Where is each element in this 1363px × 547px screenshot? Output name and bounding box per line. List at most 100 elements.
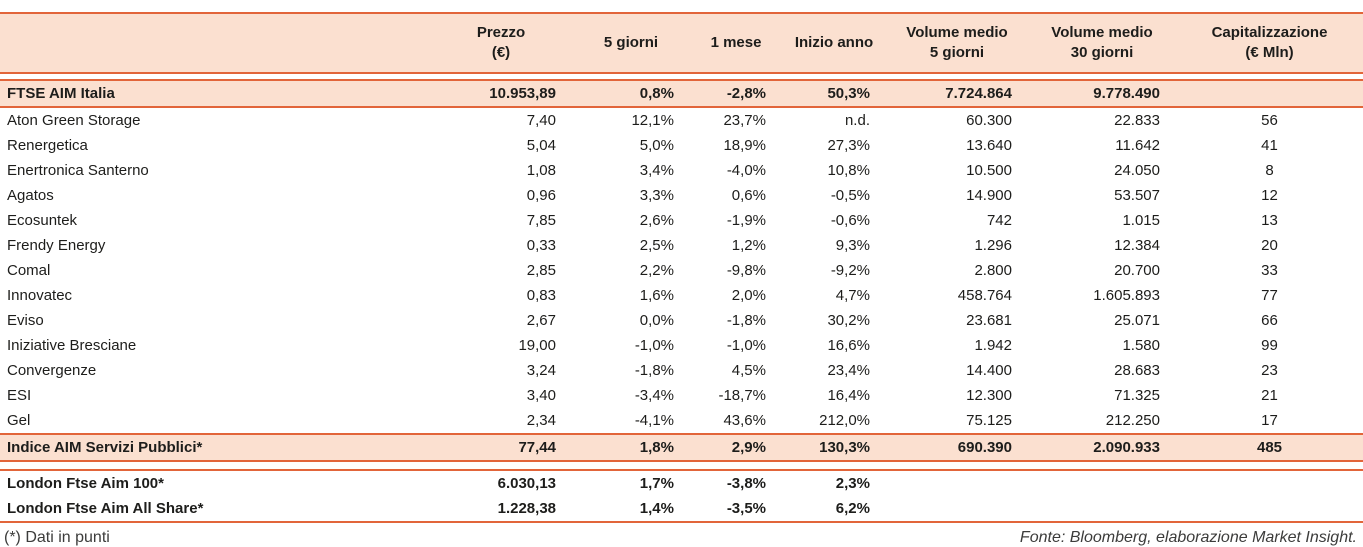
row-label: Innovatec	[7, 287, 73, 304]
value-cell: 0,6%	[731, 187, 766, 204]
value-cell: -3,5%	[690, 496, 782, 523]
value-cell: -1,0%	[634, 337, 674, 354]
value-cell: 7,40	[526, 112, 556, 129]
value-cell: -9,8%	[726, 262, 766, 279]
row-label: Agatos	[7, 187, 54, 204]
value-cell: -0,6%	[830, 212, 870, 229]
column-header: Prezzo (€)	[430, 12, 572, 74]
value-cell: 14.900	[966, 187, 1012, 204]
spacer	[0, 73, 1363, 80]
value-cell: 9.778.490	[1028, 79, 1176, 108]
value-cell: 12.300	[966, 387, 1012, 404]
value-cell: 71.325	[1114, 387, 1160, 404]
value-cell: 27,3%	[827, 137, 870, 154]
row-label: Convergenze	[7, 362, 97, 379]
table-row: Convergenze 3,24 -1,8% 4,5% 23,4% 14.400 28.68…	[0, 358, 1363, 383]
value-cell: 12,1%	[631, 112, 674, 129]
value-cell: 21	[1261, 387, 1278, 404]
value-cell: n.d.	[844, 112, 870, 129]
value-cell: 10.500	[966, 162, 1012, 179]
table-row: Aton Green Storage 7,40 12,1% 23,7% n.d. 60.3…	[0, 107, 1363, 133]
table-row: London Ftse Aim 100* 6.030,13 1,7% -3,8% 2,3…	[0, 469, 1363, 496]
value-cell: 1,7%	[572, 469, 690, 496]
value-cell: 24.050	[1114, 162, 1160, 179]
value-cell: 23	[1261, 362, 1278, 379]
source-note: Fonte: Bloomberg, elaborazione Market In…	[1019, 529, 1357, 546]
value-cell	[886, 496, 1028, 523]
value-cell: 14.400	[966, 362, 1012, 379]
value-cell: 1.015	[1122, 212, 1160, 229]
value-cell: 43,6%	[723, 412, 766, 429]
value-cell: 1.296	[974, 237, 1012, 254]
column-header: Capitalizzazione (€ Mln)	[1176, 12, 1363, 74]
row-label: ESI	[7, 387, 32, 404]
value-cell: -1,0%	[726, 337, 766, 354]
value-cell	[1176, 469, 1363, 496]
value-cell: 0,8%	[572, 79, 690, 108]
value-cell: 0,0%	[639, 312, 674, 329]
row-label: London Ftse Aim 100*	[0, 469, 430, 496]
value-cell: -3,4%	[634, 387, 674, 404]
value-cell: 1,2%	[731, 237, 766, 254]
value-cell: 19,00	[518, 337, 556, 354]
value-cell: 7.724.864	[886, 79, 1028, 108]
value-cell: 11.642	[1115, 137, 1160, 154]
value-cell: 1.605.893	[1093, 287, 1160, 304]
value-cell: 99	[1261, 337, 1278, 354]
value-cell: 690.390	[886, 433, 1028, 462]
value-cell: 1.942	[974, 337, 1012, 354]
value-cell	[1028, 496, 1176, 523]
value-cell: 33	[1261, 262, 1278, 279]
value-cell: -2,8%	[690, 79, 782, 108]
value-cell: 0,96	[526, 187, 556, 204]
value-cell: 23,4%	[827, 362, 870, 379]
table-row: ESI 3,40 -3,4% -18,7% 16,4% 12.300 71.325 21	[0, 383, 1363, 408]
column-header: Volume medio 30 giorni	[1028, 12, 1176, 74]
value-cell: 9,3%	[835, 237, 870, 254]
row-label: Renergetica	[7, 137, 88, 154]
row-label: Iniziative Bresciane	[7, 337, 137, 354]
table-row: Frendy Energy 0,33 2,5% 1,2% 9,3% 1.296 12.384…	[0, 233, 1363, 258]
value-cell: 2,6%	[639, 212, 674, 229]
row-label: Enertronica Santerno	[7, 162, 149, 179]
table-row: Iniziative Bresciane 19,00 -1,0% -1,0% 16,6%…	[0, 333, 1363, 358]
value-cell: 2,2%	[639, 262, 674, 279]
value-cell: 2,34	[526, 412, 556, 429]
value-cell: -1,8%	[726, 312, 766, 329]
value-cell: 41	[1261, 137, 1278, 154]
value-cell: 4,7%	[835, 287, 870, 304]
table-row: Eviso 2,67 0,0% -1,8% 30,2% 23.681 25.071 66	[0, 308, 1363, 333]
value-cell: -1,9%	[726, 212, 766, 229]
value-cell: 10.953,89	[430, 79, 572, 108]
value-cell: 1.228,38	[430, 496, 572, 523]
table-row: Gel 2,34 -4,1% 43,6% 212,0% 75.125 212.250 17	[0, 408, 1363, 434]
value-cell: 2,5%	[639, 237, 674, 254]
value-cell: 6.030,13	[430, 469, 572, 496]
value-cell: 458.764	[957, 287, 1012, 304]
table-row: Renergetica 5,04 5,0% 18,9% 27,3% 13.640 11.64…	[0, 133, 1363, 158]
table-body: FTSE AIM Italia 10.953,89 0,8% -2,8% 50,3% 7.…	[0, 73, 1363, 523]
value-cell: 10,8%	[827, 162, 870, 179]
row-label: Gel	[7, 412, 31, 429]
value-cell: 1.580	[1122, 337, 1160, 354]
row-label: FTSE AIM Italia	[0, 79, 430, 108]
value-cell: 23.681	[966, 312, 1012, 329]
table-row: London Ftse Aim All Share* 1.228,38 1,4% -3…	[0, 496, 1363, 523]
value-cell: 23,7%	[723, 112, 766, 129]
column-header: Volume medio 5 giorni	[886, 12, 1028, 74]
table-row: Comal 2,85 2,2% -9,8% -9,2% 2.800 20.700 33	[0, 258, 1363, 283]
row-label: Ecosuntek	[7, 212, 78, 229]
table-row: Enertronica Santerno 1,08 3,4% -4,0% 10,8% 10…	[0, 158, 1363, 183]
value-cell: 8	[1265, 162, 1274, 179]
value-cell: -3,8%	[690, 469, 782, 496]
value-cell: 66	[1261, 312, 1278, 329]
spacer-row	[0, 73, 1363, 80]
value-cell	[1176, 79, 1363, 108]
value-cell: -4,0%	[726, 162, 766, 179]
row-label: Frendy Energy	[7, 237, 106, 254]
column-header: Inizio anno	[782, 12, 886, 74]
row-label: Comal	[7, 262, 51, 279]
value-cell: 1,6%	[639, 287, 674, 304]
table-row: FTSE AIM Italia 10.953,89 0,8% -2,8% 50,3% 7.…	[0, 79, 1363, 108]
table-row: Innovatec 0,83 1,6% 2,0% 4,7% 458.764 1.605.89…	[0, 283, 1363, 308]
